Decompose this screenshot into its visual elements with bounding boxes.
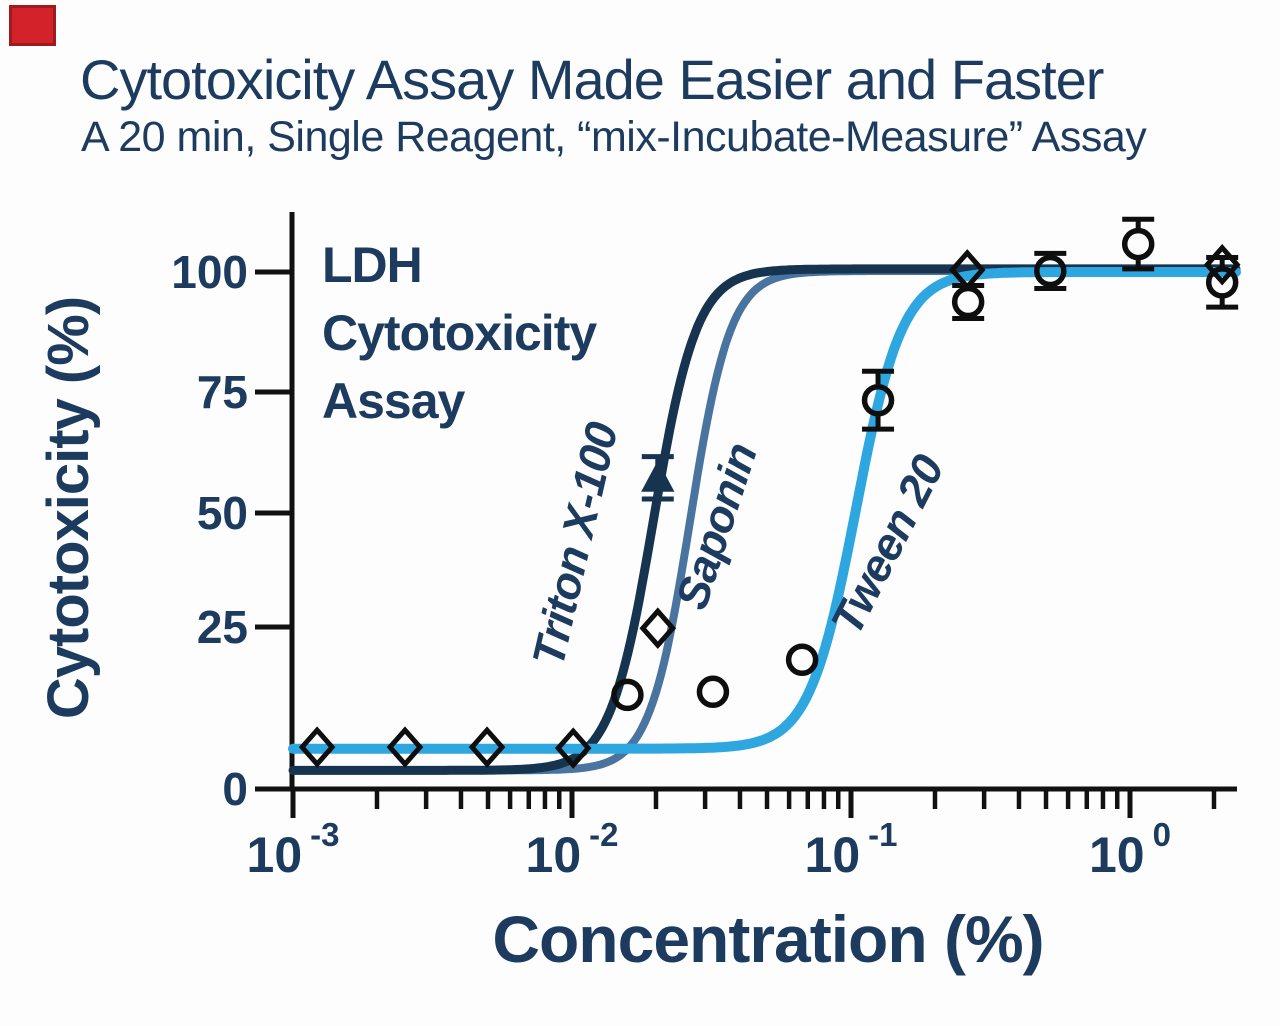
diamond-marker [948, 249, 986, 291]
circle-marker [1121, 227, 1155, 261]
circle-marker [861, 383, 895, 417]
diamond-marker [1203, 243, 1241, 286]
circle-marker [951, 285, 985, 319]
diamond-marker [468, 726, 506, 768]
y-tick-label: 50 [197, 487, 248, 539]
x-axis-title: Concentration (%) [492, 902, 1043, 976]
curve-label-tween-20: Tween 20 [821, 447, 954, 643]
x-tick-label: 10 -2 [526, 816, 619, 883]
chart-annotation-line: Cytotoxicity [322, 305, 597, 361]
chart-annotation-line: Assay [322, 373, 466, 429]
curve-label-triton-x-100: Triton X-100 [522, 417, 628, 670]
curve-label-saponin: Saponin [666, 437, 767, 615]
x-tick-label: 10 -3 [247, 816, 340, 883]
circle-marker [696, 675, 730, 709]
y-tick-label: 0 [222, 763, 248, 815]
diamond-marker [298, 726, 336, 768]
circle-marker [611, 678, 644, 712]
x-tick-label: 10 0 [1089, 816, 1171, 883]
curve-tween-20 [288, 267, 1241, 754]
y-tick-label: 75 [197, 366, 248, 418]
diamond-marker [639, 607, 677, 649]
figure-title: Cytotoxicity Assay Made Easier and Faste… [80, 48, 1104, 111]
circle-marker [785, 643, 819, 676]
circle-marker [1205, 266, 1239, 299]
triangle-marker [641, 460, 675, 492]
diamond-marker [554, 727, 592, 769]
brand-red-square-logo [9, 5, 56, 46]
y-axis-title: Cytotoxicity (%) [36, 297, 101, 719]
circle-marker [1034, 254, 1067, 288]
diamond-marker [386, 726, 424, 768]
y-tick-label: 25 [197, 601, 248, 653]
figure-subtitle: A 20 min, Single Reagent, “mix-Incubate-… [81, 113, 1147, 161]
chart-annotation-line: LDH [322, 237, 422, 293]
y-tick-label: 100 [171, 246, 248, 298]
x-tick-label: 10 -1 [805, 816, 898, 883]
